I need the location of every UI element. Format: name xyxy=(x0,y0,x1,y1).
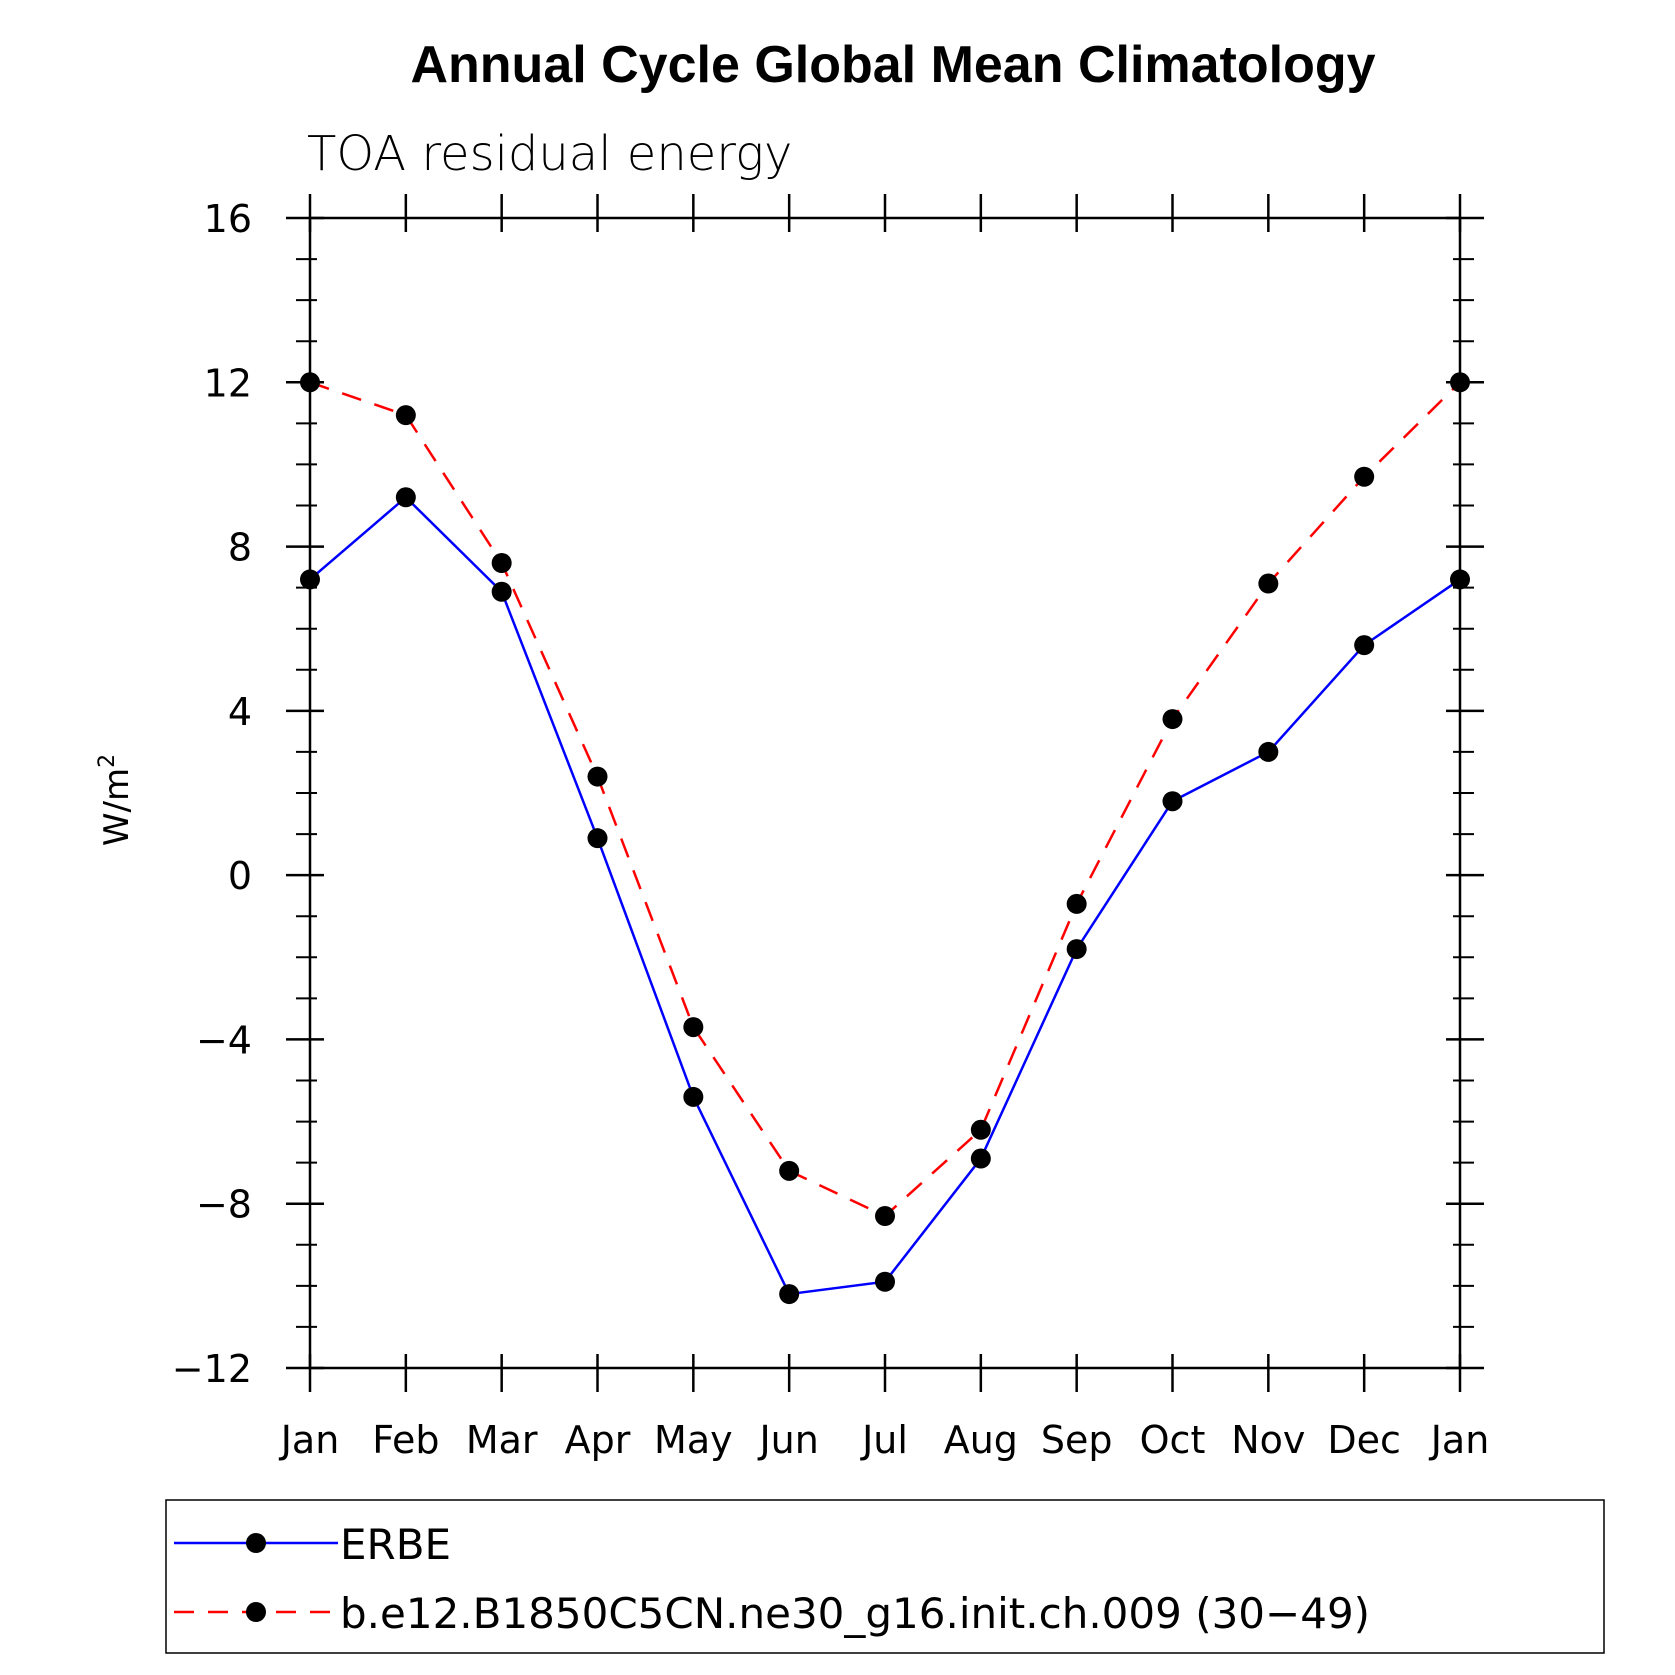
y-axis-label-superscript: 2 xyxy=(95,754,120,768)
series-0-point xyxy=(491,581,512,602)
series-0-point xyxy=(1258,741,1279,762)
x-tick-label: May xyxy=(654,1418,733,1462)
series-0-point xyxy=(1066,939,1087,960)
x-tick-label: Apr xyxy=(565,1418,631,1462)
series-1-point xyxy=(1066,893,1087,914)
series-1-point xyxy=(1162,709,1183,730)
legend-box xyxy=(165,1499,1605,1654)
x-tick-label: Oct xyxy=(1140,1418,1206,1462)
series-1-point xyxy=(875,1206,895,1227)
x-tick-label: Jan xyxy=(279,1418,340,1462)
x-tick-label: Dec xyxy=(1327,1418,1401,1462)
series-0-point xyxy=(1354,635,1375,656)
series-line-0 xyxy=(309,495,1461,1296)
series-1-point xyxy=(1450,372,1470,393)
y-tick-label: 12 xyxy=(204,361,252,405)
chart-title: Annual Cycle Global Mean Climatology xyxy=(410,36,1375,94)
y-axis-label-text: W/m xyxy=(97,768,137,846)
x-tick-label: Sep xyxy=(1041,1418,1113,1462)
series-0-point xyxy=(300,569,320,590)
x-tick-label: Jan xyxy=(1429,1418,1490,1462)
y-tick-label: 8 xyxy=(228,526,252,570)
x-tick-label: Feb xyxy=(372,1418,439,1462)
series-1-point xyxy=(395,405,416,426)
y-tick-label: 0 xyxy=(228,854,252,898)
series-line-1 xyxy=(309,381,1461,1218)
y-tick-label: 4 xyxy=(228,690,252,734)
series-1-point xyxy=(683,1017,704,1038)
series-1-point xyxy=(779,1160,800,1181)
chart-subtitle: TOA residual energy xyxy=(307,126,792,182)
series-0-point xyxy=(683,1086,704,1107)
legend-marker-model xyxy=(246,1602,266,1622)
x-tick-label: Nov xyxy=(1231,1418,1305,1462)
legend-marker-erbe xyxy=(246,1533,266,1553)
x-tick-label: Aug xyxy=(944,1418,1018,1462)
series-1-point xyxy=(1354,466,1375,487)
axis-ticks: Jan Feb Mar Apr May Jun Jul Aug Sep Oct Nov Dec Jan 1… xyxy=(172,194,1489,1462)
series-0-point xyxy=(1162,791,1183,812)
series-1-point xyxy=(970,1119,991,1140)
series-0-point xyxy=(395,487,416,508)
series-0-point xyxy=(779,1284,800,1305)
legend: ERBE b.e12.B1850C5CN.ne30_g16.init.ch.00… xyxy=(165,1499,1605,1654)
y-axis-label: W/m2 xyxy=(95,754,137,846)
plot-frame xyxy=(308,216,1462,1370)
series-1-point xyxy=(491,553,512,573)
series-1-point xyxy=(300,372,320,393)
series-0-point xyxy=(587,828,608,849)
series-0-point xyxy=(970,1148,991,1169)
legend-label-model: b.e12.B1850C5CN.ne30_g16.init.ch.009 (30… xyxy=(340,1589,1370,1638)
y-tick-label: −12 xyxy=(172,1347,252,1391)
series-1-point xyxy=(587,766,608,787)
y-tick-label: −4 xyxy=(196,1018,252,1062)
legend-label-erbe: ERBE xyxy=(340,1520,451,1569)
x-tick-label: Jul xyxy=(860,1418,908,1462)
series-1-point xyxy=(1258,573,1279,594)
x-tick-label: Jun xyxy=(757,1418,818,1462)
svg-text:W/m2: W/m2 xyxy=(95,754,137,846)
series-layer xyxy=(300,372,1470,1305)
series-0-point xyxy=(875,1271,895,1292)
series-0-point xyxy=(1450,569,1470,590)
x-tick-label: Mar xyxy=(466,1418,538,1462)
y-tick-label: 16 xyxy=(204,197,252,241)
y-tick-label: −8 xyxy=(196,1183,252,1227)
